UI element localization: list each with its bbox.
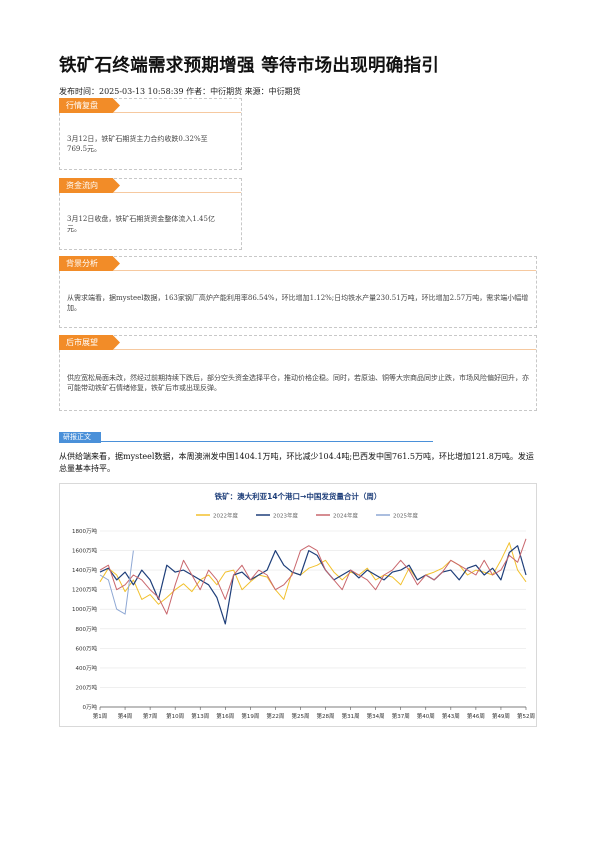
x-tick-label: 第19周 xyxy=(241,712,259,720)
background-tag: 背景分析 xyxy=(59,256,120,271)
x-tick-label: 第13周 xyxy=(191,712,209,720)
series-line-2022年度 xyxy=(99,542,527,605)
research-text: 从供给端来看，据mysteel数据，本周澳洲发中国1404.1万吨，环比减少10… xyxy=(59,452,534,473)
y-tick-label: 1000万吨 xyxy=(72,605,97,613)
chart-frame: 铁矿：澳大利亚14个港口→中国发货量合计（周） 2022年度 2023年度 2024… xyxy=(59,483,537,727)
x-tick-label: 第31周 xyxy=(342,712,360,720)
outlook-text: 供应宽松局面未改，然经过前期持续下跌后，部分空头资金选择平仓，推动价格企稳。同时… xyxy=(67,374,529,392)
legend-label-2: 2024年度 xyxy=(333,512,358,520)
x-tick-label: 第22周 xyxy=(266,712,284,720)
y-tick-label: 400万吨 xyxy=(76,664,98,672)
y-tick-label: 0万吨 xyxy=(83,703,98,711)
y-tick-label: 1200万吨 xyxy=(72,586,97,594)
x-tick-label: 第43周 xyxy=(442,712,460,720)
outlook-box: 后市展望 供应宽松局面未改，然经过前期持续下跌后，部分空头资金选择平仓，推动价格… xyxy=(59,335,537,411)
x-tick-label: 第37周 xyxy=(392,712,410,720)
x-tick-label: 第4周 xyxy=(118,712,133,720)
outlook-tag: 后市展望 xyxy=(59,335,120,350)
y-axis: 0万吨 200万吨 400万吨 600万吨 800万吨 1000万吨 1200万吨 1400万… xyxy=(72,527,97,711)
funds-tag: 资金流向 xyxy=(59,178,120,193)
y-tick-label: 1400万吨 xyxy=(72,566,97,574)
x-tick-label: 第46周 xyxy=(467,712,485,720)
y-tick-label: 1600万吨 xyxy=(72,547,97,555)
series-line-2023年度 xyxy=(99,545,527,625)
article-meta: 发布时间：2025-03-13 10:58:39 作者：中衍期货 来源：中衍期货 xyxy=(59,87,301,96)
x-tick-label: 第34周 xyxy=(367,712,385,720)
funds-text: 3月12日收盘，铁矿石期货资金整体流入1.45亿元。 xyxy=(67,215,215,233)
review-tag: 行情复盘 xyxy=(59,98,120,113)
x-tick-label: 第49周 xyxy=(492,712,510,720)
legend-label-3: 2025年度 xyxy=(393,512,418,520)
review-text: 3月12日，铁矿石期货主力合约收跌0.32%至769.5元。 xyxy=(67,135,208,153)
legend-label-0: 2022年度 xyxy=(213,512,238,520)
x-tick-label: 第52周 xyxy=(517,712,535,720)
chart-legend: 2022年度 2023年度 2024年度 2025年度 xyxy=(196,512,418,520)
y-tick-label: 200万吨 xyxy=(76,683,98,691)
review-box: 行情复盘 3月12日，铁矿石期货主力合约收跌0.32%至769.5元。 xyxy=(59,98,242,170)
background-box: 背景分析 从需求端看，据mysteel数据，163家钢厂高炉产能利用率86.54… xyxy=(59,256,537,328)
y-tick-label: 800万吨 xyxy=(76,625,98,633)
chart-grid xyxy=(100,530,526,708)
background-text: 从需求端看，据mysteel数据，163家钢厂高炉产能利用率86.54%，环比增… xyxy=(67,294,529,312)
x-tick-label: 第25周 xyxy=(291,712,309,720)
x-tick-label: 第16周 xyxy=(216,712,234,720)
x-tick-label: 第40周 xyxy=(417,712,435,720)
shipment-chart: 铁矿：澳大利亚14个港口→中国发货量合计（周） 2022年度 2023年度 2024… xyxy=(72,491,535,720)
y-tick-label: 600万吨 xyxy=(76,644,98,652)
x-tick-label: 第7周 xyxy=(143,712,158,720)
series-line-2024年度 xyxy=(99,538,527,615)
article-title: 铁矿石终端需求预期增强 等待市场出现明确指引 xyxy=(59,56,440,76)
chart-title: 铁矿：澳大利亚14个港口→中国发货量合计（周） xyxy=(215,491,382,501)
y-tick-label: 1800万吨 xyxy=(72,527,97,535)
x-axis: 第1周 第4周 第7周 第10周 第13周 第16周 第19周 第22周 第25周 第28周 第31… xyxy=(93,706,535,720)
research-tag: 研报正文 xyxy=(59,432,101,443)
x-tick-label: 第28周 xyxy=(317,712,335,720)
research-divider xyxy=(99,441,433,442)
chart-series xyxy=(99,538,527,625)
legend-label-1: 2023年度 xyxy=(273,512,298,520)
x-tick-label: 第1周 xyxy=(93,712,108,720)
funds-box: 资金流向 3月12日收盘，铁矿石期货资金整体流入1.45亿元。 xyxy=(59,178,242,250)
x-tick-label: 第10周 xyxy=(166,712,184,720)
series-line-2025年度 xyxy=(99,550,134,615)
